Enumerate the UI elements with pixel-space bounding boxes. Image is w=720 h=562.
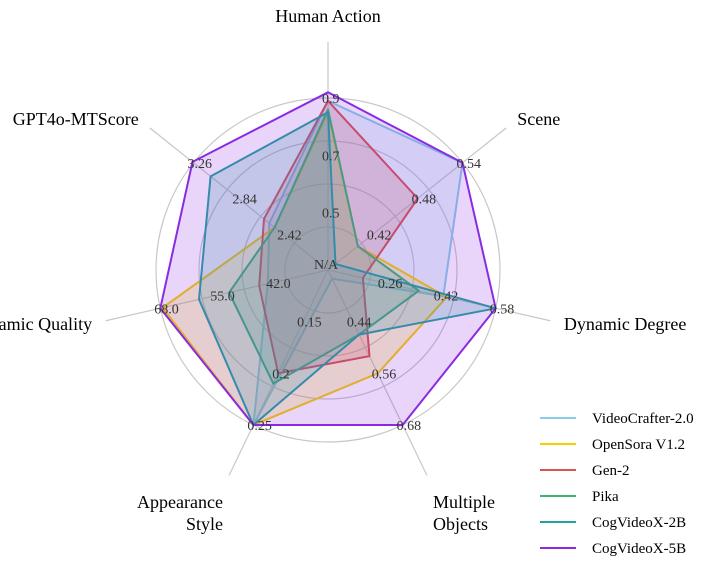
tick-label-1-1: 0.5 (322, 207, 340, 222)
axis-label-line: Objects (433, 514, 488, 534)
axis-line-7 (149, 127, 329, 271)
axis-label-3: Dynamic Degree (564, 314, 686, 334)
axis-label-line: GPT4o-MTScore (13, 109, 139, 129)
axis-label-line: Dynamic Quality (0, 314, 92, 334)
tick-label-1-2: 0.7 (322, 149, 340, 164)
tick-label-4-2: 0.56 (372, 367, 397, 382)
tick-label-3-3: 0.58 (490, 302, 515, 317)
tick-label-3-2: 0.42 (434, 290, 459, 305)
tick-label-4-3: 0.68 (397, 419, 422, 434)
series-6-polygon (159, 91, 497, 426)
tick-label-1-3: 0.9 (322, 92, 340, 107)
series-layer (159, 91, 497, 426)
axis-label-4: Multiple Objects (433, 492, 495, 534)
tick-label-5-3: 0.25 (247, 419, 272, 434)
legend-label-6: CogVideoX-5B (592, 541, 686, 557)
axis-label-line: Style (186, 514, 223, 534)
tick-label-6-2: 55.0 (210, 290, 235, 305)
center-tick-label: N/A (314, 258, 339, 273)
legend-label-3: Gen-2 (592, 463, 630, 479)
legend-label-4: Pika (592, 489, 619, 505)
tick-label-7-1: 2.42 (277, 228, 302, 243)
axis-label-1: Human Action (275, 6, 381, 26)
legend-label-1: VideoCrafter-2.0 (592, 411, 694, 427)
legend-label-5: CogVideoX-2B (592, 515, 686, 531)
series-1-polygon (252, 99, 464, 426)
axis-label-line: Multiple (433, 492, 495, 512)
axis-label-line: Appearance (137, 492, 223, 512)
axis-line-6 (105, 269, 329, 322)
tick-label-7-3: 3.26 (188, 157, 213, 172)
legend-label-2: OpenSora V1.2 (592, 437, 685, 453)
tick-label-3-1: 0.26 (378, 277, 403, 292)
tick-label-7-2: 2.84 (232, 193, 256, 208)
axis-label-6: Dynamic Quality (0, 314, 92, 334)
tick-layer: N/A 0.5 0.7 0.9 0.42 0.48 0.54 0.26 0.42 0.58 0.44… (154, 92, 514, 434)
series-5-polygon (198, 111, 497, 426)
tick-label-5-1: 0.15 (297, 316, 322, 331)
tick-label-2-3: 0.54 (456, 157, 481, 172)
series-4-polygon (228, 108, 420, 385)
tick-label-2-2: 0.48 (412, 193, 437, 208)
legend: VideoCrafter-2.0 OpenSora V1.2 Gen-2 Pika Co… (540, 411, 694, 557)
tick-label-4-1: 0.44 (347, 316, 372, 331)
tick-label-5-2: 0.2 (272, 367, 290, 382)
axis-label-line: Dynamic Degree (564, 314, 686, 334)
axis-label-2: Scene (517, 109, 560, 129)
axis-label-7: GPT4o-MTScore (13, 109, 139, 129)
axis-label-line: Human Action (275, 6, 381, 26)
tick-label-6-3: 68.0 (154, 302, 179, 317)
tick-label-2-1: 0.42 (367, 228, 392, 243)
tick-label-6-1: 42.0 (266, 277, 291, 292)
series-2-polygon (161, 111, 448, 426)
axis-label-line: Scene (517, 109, 560, 129)
axis-label-5: Appearance Style (137, 492, 223, 534)
